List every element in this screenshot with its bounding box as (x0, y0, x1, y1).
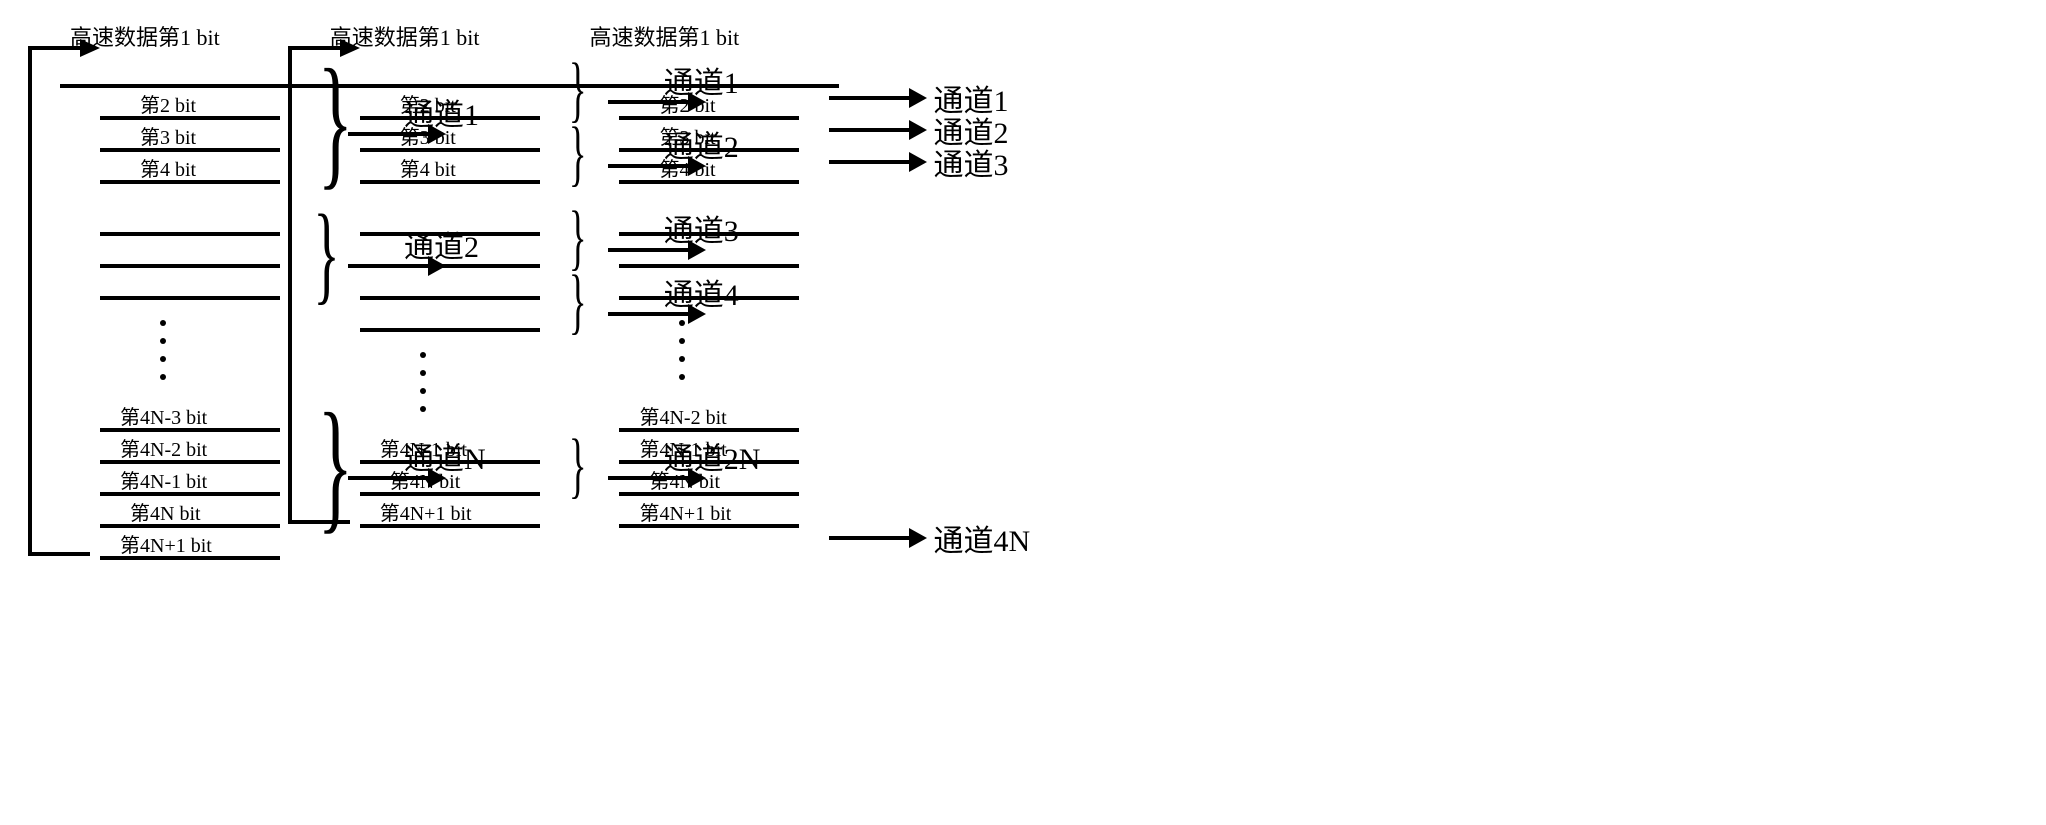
bit-row: 第4N-1 bit (579, 432, 739, 464)
bit-row (579, 268, 739, 300)
dot (679, 356, 685, 362)
panel-3: 高速数据第1 bit 通道1第2 bit通道2第3 bit通道3第4 bit 第4N… (539, 20, 739, 560)
channel-arrow: 通道4N (829, 516, 1030, 560)
dot (679, 374, 685, 380)
diagram-container: 高速数据第1 bit第2 bit第3 bit第4 bit}通道1}通道2第4N-… (20, 20, 2026, 560)
bit-group: 通道1 (579, 56, 739, 88)
loop-arrow (280, 20, 580, 552)
arrow-shaft (829, 536, 909, 540)
vertical-ellipsis (579, 300, 739, 400)
bit-line (619, 524, 799, 528)
bit-row: 第4N bit (579, 464, 739, 496)
bit-row: 第2 bit (579, 88, 739, 120)
dot (679, 320, 685, 326)
arrow-head-icon (909, 528, 927, 548)
loop-arrow (20, 20, 320, 584)
panel-1: 高速数据第1 bit第2 bit第3 bit第4 bit}通道1}通道2第4N-… (20, 20, 220, 560)
dot (679, 338, 685, 344)
bit-row (579, 236, 739, 268)
bit-row: 第4N-2 bit (579, 400, 739, 432)
bit-row: 第4 bit (579, 152, 739, 184)
bit-group (579, 204, 739, 300)
bit-label: 第2 bit (659, 89, 715, 118)
arrow-head-icon (909, 152, 927, 172)
bit-label: 第3 bit (659, 121, 715, 150)
arrow-shaft (829, 96, 909, 100)
bit-label: 第4N+1 bit (639, 497, 731, 526)
bit-line (619, 180, 799, 184)
arrow-shaft (829, 160, 909, 164)
arrow-head-icon (909, 88, 927, 108)
bit-row: 第4N+1 bit (579, 496, 739, 528)
bit-line (619, 296, 799, 300)
bit-label: 第4N-1 bit (639, 433, 726, 462)
channel-label: 通道4N (933, 516, 1030, 560)
bit-group: 第2 bit通道2 (579, 88, 739, 120)
bit-label: 第4 bit (659, 153, 715, 182)
bit-row: 第3 bit (579, 120, 739, 152)
arrow-shaft (829, 128, 909, 132)
bit-row (579, 56, 739, 88)
panel-2: 高速数据第1 bit第2 bit}通道1第3 bit第4 bit}通道2}通道3… (280, 20, 480, 560)
bit-group: 第4N-2 bit第4N-1 bit第4N bit第4N+1 bit通道4N (579, 400, 739, 528)
group-spacer (579, 184, 739, 204)
panel-header: 高速数据第1 bit (589, 20, 739, 52)
arrow-head-icon (909, 120, 927, 140)
bit-label: 第4N bit (649, 465, 720, 494)
bit-group: 第4 bit (579, 152, 739, 184)
channel-label: 通道3 (933, 140, 1008, 184)
bit-group: 第3 bit通道3 (579, 120, 739, 152)
bit-label: 第4N-2 bit (639, 401, 726, 430)
bit-row (579, 204, 739, 236)
channel-arrow: 通道3 (829, 140, 1008, 184)
